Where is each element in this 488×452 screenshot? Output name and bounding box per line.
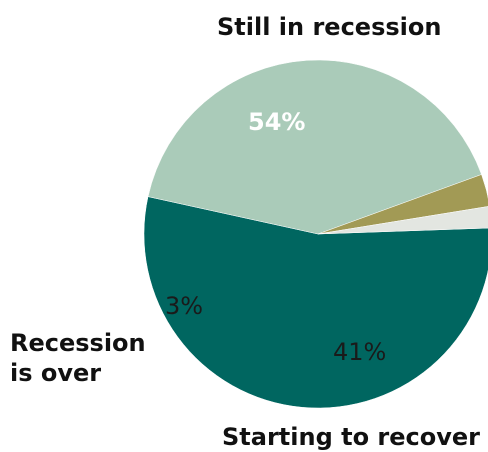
label-recession-is-over: Recession is over xyxy=(10,328,146,388)
label-still-in-recession: Still in recession xyxy=(217,13,442,41)
slice-still-in-recession xyxy=(143,196,488,409)
slice-unlabeled xyxy=(317,206,488,235)
label-recession-is-over-line-2: is over xyxy=(10,359,102,387)
slice-recession-is-over xyxy=(317,174,488,235)
slice-starting-to-recover xyxy=(147,59,482,235)
label-recession-is-over-line-1: Recession xyxy=(10,329,146,357)
value-label-starting-to-recover: 41% xyxy=(333,338,387,366)
label-starting-to-recover: Starting to recover xyxy=(222,423,481,451)
value-label-recession-is-over: 3% xyxy=(165,292,204,320)
value-label-still-in-recession: 54% xyxy=(248,108,306,136)
